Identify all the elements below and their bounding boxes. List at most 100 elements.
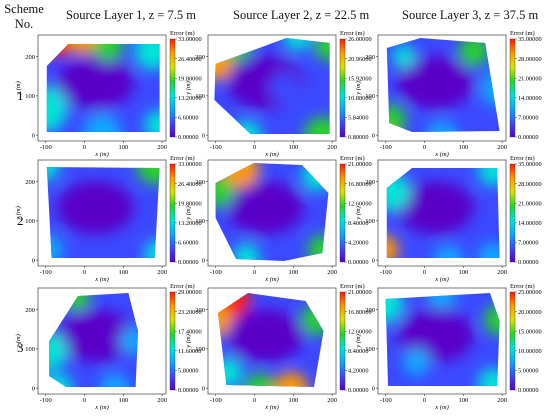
colorbar-tick-label: 16.80000 xyxy=(348,309,372,316)
colorbar xyxy=(509,291,516,391)
colorbar-tick-label: 23.20000 xyxy=(178,309,202,316)
colorbar-tick-label: 5.00000 xyxy=(518,368,538,375)
column-header-3: Source Layer 3, z = 37.5 m xyxy=(402,8,539,22)
error-blob xyxy=(386,172,410,212)
error-blob xyxy=(314,38,330,61)
error-blob xyxy=(46,167,60,181)
colorbar-tick-label: 7.00000 xyxy=(518,240,538,247)
colorbar-title: Error (m) xyxy=(340,283,365,290)
x-tick-label: 0 xyxy=(83,144,86,151)
x-tick-label: 100 xyxy=(458,144,468,151)
x-tick-label: 200 xyxy=(327,269,337,276)
colorbar-tick-label: 13.20000 xyxy=(178,95,202,102)
y-axis-label: y (m) xyxy=(355,206,362,221)
x-axis-label: x (m) xyxy=(264,151,279,158)
colorbar-tick-label: 4.20000 xyxy=(348,240,368,247)
map-blobs xyxy=(386,168,500,258)
colorbar-tick-label: 21.00000 xyxy=(348,289,372,296)
error-blob xyxy=(269,72,301,104)
error-blob xyxy=(402,348,431,377)
x-tick-label: -100 xyxy=(210,144,222,151)
x-tick-label: 100 xyxy=(118,144,128,151)
panel-2-2: -100 0 100 200 0 100 200 x (m) y (m) Error (m)21.… xyxy=(185,155,372,283)
scheme-header-line2: No. xyxy=(14,17,34,31)
error-blob xyxy=(215,176,234,208)
y-tick-label: 200 xyxy=(195,179,205,186)
colorbar-title: Error (m) xyxy=(340,155,365,162)
x-tick-label: 200 xyxy=(157,144,167,151)
colorbar-tick-label: 16.80000 xyxy=(348,181,372,188)
colorbar xyxy=(509,163,516,263)
error-blob xyxy=(218,302,232,337)
colorbar-title: Error (m) xyxy=(510,30,535,37)
row-label-1: 1 xyxy=(17,88,24,103)
y-tick-label: 200 xyxy=(365,54,375,61)
low-error-blob xyxy=(57,181,134,235)
x-tick-label: 0 xyxy=(423,397,426,404)
y-tick-label: 0 xyxy=(202,385,205,392)
panel-2-1: -100 0 100 200 0 100 200 x (m) y (m) Error (m)33.… xyxy=(15,155,202,283)
colorbar-title: Error (m) xyxy=(510,283,535,290)
y-tick-label: 100 xyxy=(25,93,35,100)
row-label-3: 3 xyxy=(17,340,24,355)
x-tick-label: 100 xyxy=(288,397,298,404)
colorbar-tick-label: 0.00000 xyxy=(518,134,538,141)
colorbar-tick-label: 10.00000 xyxy=(518,348,542,355)
y-axis-label: y (m) xyxy=(15,81,22,96)
y-tick-label: 0 xyxy=(202,257,205,264)
colorbar-title: Error (m) xyxy=(170,283,195,290)
x-tick-label: -100 xyxy=(40,269,52,276)
colorbar-tick-label: 13.20000 xyxy=(178,220,202,227)
error-blob xyxy=(134,44,160,71)
map-blobs xyxy=(46,44,160,132)
y-tick-label: 200 xyxy=(365,179,375,186)
y-axis-label: y (m) xyxy=(15,206,22,221)
x-tick-label: -100 xyxy=(380,144,392,151)
colorbar-tick-label: 0.80000 xyxy=(348,134,368,141)
y-axis-label: y (m) xyxy=(355,334,362,349)
low-error-blob xyxy=(57,309,134,363)
error-blob xyxy=(477,168,500,186)
error-blob xyxy=(232,243,261,261)
x-axis-label: x (m) xyxy=(434,276,449,283)
y-axis-label: y (m) xyxy=(185,334,192,349)
error-blob xyxy=(301,304,324,336)
colorbar xyxy=(509,38,516,138)
x-tick-label: 0 xyxy=(423,144,426,151)
x-axis-label: x (m) xyxy=(264,276,279,283)
error-blob xyxy=(426,120,458,132)
error-blob xyxy=(144,240,160,258)
colorbar-tick-label: 21.00000 xyxy=(518,200,542,207)
x-axis-label: x (m) xyxy=(434,404,449,411)
colorbar-tick-label: 35.00000 xyxy=(518,161,542,168)
colorbar xyxy=(169,163,176,263)
colorbar-tick-label: 26.40000 xyxy=(178,181,202,188)
x-tick-label: 100 xyxy=(118,269,128,276)
x-tick-label: 200 xyxy=(497,144,507,151)
colorbar-tick-label: 12.60000 xyxy=(348,328,372,335)
low-error-blob xyxy=(397,181,474,235)
colorbar-tick-label: 0.00000 xyxy=(518,387,538,394)
colorbar-tick-label: 29.00000 xyxy=(178,289,202,296)
x-tick-label: 100 xyxy=(458,397,468,404)
x-tick-label: 200 xyxy=(497,397,507,404)
x-axis-label: x (m) xyxy=(434,151,449,158)
panel-3-2: -100 0 100 200 0 100 200 x (m) y (m) Error (m)21.… xyxy=(185,283,372,411)
y-tick-label: 100 xyxy=(195,218,205,225)
error-blob xyxy=(49,332,68,371)
error-blob xyxy=(433,245,464,258)
x-tick-label: -100 xyxy=(380,397,392,404)
error-blob xyxy=(458,38,490,67)
colorbar-tick-label: 28.00000 xyxy=(518,56,542,63)
colorbar-tick-label: 0.00000 xyxy=(518,259,538,266)
error-blob xyxy=(243,373,275,387)
x-tick-label: -100 xyxy=(40,144,52,151)
row-label-2: 2 xyxy=(17,213,24,228)
error-blob xyxy=(386,234,399,258)
colorbar-tick-label: 28.00000 xyxy=(518,181,542,188)
error-blob xyxy=(99,373,131,387)
x-tick-label: -100 xyxy=(210,397,222,404)
error-map xyxy=(386,168,500,258)
panel-2-3: -100 0 100 200 0 100 200 x (m) y (m) Error (m)35.… xyxy=(355,155,542,283)
